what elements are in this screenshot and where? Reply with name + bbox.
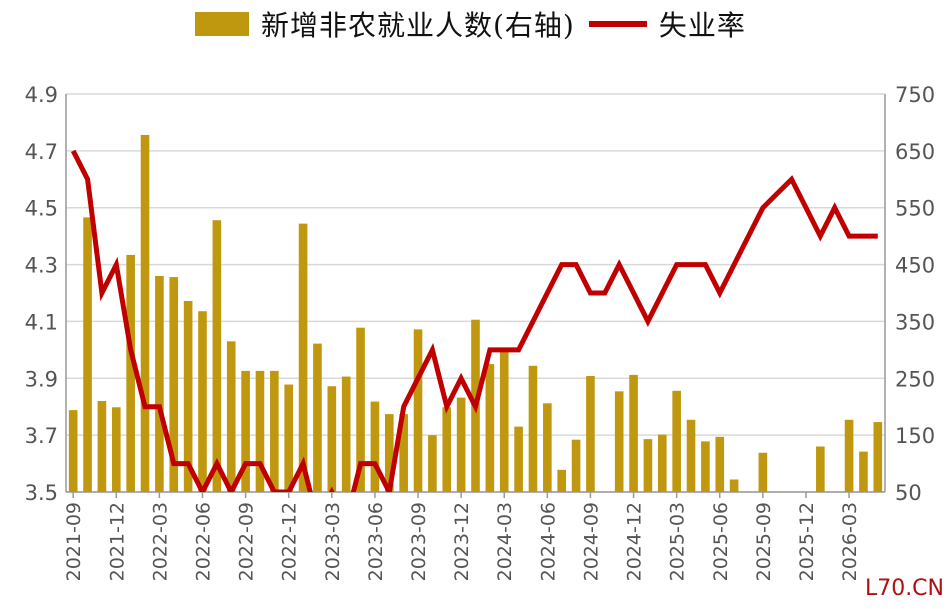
x-tick-label: 2022-09 bbox=[236, 502, 258, 581]
right-axis-tick-label: 150 bbox=[895, 424, 935, 448]
x-tick-label: 2025-09 bbox=[753, 502, 775, 581]
bar bbox=[384, 414, 394, 492]
bar bbox=[859, 451, 868, 492]
bar bbox=[356, 327, 365, 492]
legend-bar-swatch bbox=[195, 12, 249, 36]
x-tick-label: 2021-12 bbox=[106, 502, 128, 581]
bar bbox=[270, 370, 279, 492]
x-tick-label: 2024-12 bbox=[624, 502, 646, 581]
unemployment-line bbox=[70, 149, 878, 492]
bar bbox=[816, 446, 825, 492]
bar bbox=[485, 364, 495, 492]
bar bbox=[672, 390, 681, 492]
bar bbox=[155, 275, 164, 492]
x-tick-label: 2025-12 bbox=[796, 502, 818, 581]
bar bbox=[68, 410, 78, 492]
x-tick-label: 2024-06 bbox=[537, 502, 559, 581]
bar bbox=[629, 374, 638, 492]
x-tick-label: 2026-03 bbox=[839, 502, 861, 581]
bar bbox=[873, 422, 883, 492]
bar bbox=[514, 426, 523, 492]
left-axis-tick-label: 4.3 bbox=[25, 254, 58, 278]
right-axis-tick-label: 50 bbox=[895, 481, 922, 505]
legend-line-label: 失业率 bbox=[658, 9, 746, 42]
bar bbox=[715, 436, 725, 492]
legend-line-swatch bbox=[588, 21, 647, 27]
x-tick-label: 2023-12 bbox=[451, 502, 473, 581]
left-axis-tick-label: 3.7 bbox=[25, 424, 58, 448]
bar bbox=[686, 419, 696, 492]
bar bbox=[169, 277, 179, 492]
right-axis-tick-label: 750 bbox=[895, 83, 935, 107]
left-axis-tick-label: 4.1 bbox=[25, 310, 58, 334]
bar bbox=[140, 134, 150, 493]
bar bbox=[657, 434, 667, 492]
bar bbox=[413, 329, 423, 492]
x-tick-label: 2022-03 bbox=[149, 502, 171, 581]
bar bbox=[456, 397, 466, 492]
bar bbox=[255, 370, 265, 492]
x-tick-label: 2025-03 bbox=[667, 502, 689, 581]
right-axis-tick-label: 450 bbox=[895, 254, 935, 278]
bar bbox=[83, 217, 92, 492]
bar bbox=[284, 384, 294, 492]
bar bbox=[226, 341, 236, 492]
bar bbox=[571, 439, 581, 492]
bar bbox=[212, 220, 222, 493]
x-tick-label: 2023-09 bbox=[408, 502, 430, 581]
bar bbox=[543, 403, 552, 492]
left-axis-tick-label: 4.9 bbox=[25, 83, 58, 107]
bar bbox=[586, 376, 595, 492]
left-axis-tick-label: 4.5 bbox=[25, 197, 58, 221]
bar bbox=[499, 348, 509, 492]
bar bbox=[97, 401, 107, 492]
x-tick-label: 2022-12 bbox=[279, 502, 301, 581]
left-axis-tick-label: 3.9 bbox=[25, 367, 58, 391]
x-tick-label: 2023-03 bbox=[322, 502, 344, 581]
legend-bar-label: 新增非农就业人数(右轴) bbox=[261, 9, 575, 42]
bar bbox=[198, 311, 207, 492]
chart-legend: 新增非农就业人数(右轴) 失业率 bbox=[195, 4, 746, 44]
right-axis-tick-label: 250 bbox=[895, 367, 935, 391]
right-axis-tick-label: 650 bbox=[895, 140, 935, 164]
x-tick-label: 2022-06 bbox=[193, 502, 215, 581]
right-axis-tick-label: 550 bbox=[895, 197, 935, 221]
x-tick-label: 2023-06 bbox=[365, 502, 387, 581]
bar bbox=[399, 414, 408, 492]
bar bbox=[241, 370, 250, 492]
left-axis-tick-label: 3.5 bbox=[25, 481, 58, 505]
bar bbox=[298, 223, 308, 493]
bar bbox=[557, 469, 567, 492]
bar bbox=[313, 343, 322, 492]
x-tick-label: 2025-06 bbox=[710, 502, 732, 581]
left-axis-tick-label: 4.7 bbox=[25, 140, 58, 164]
bar bbox=[528, 365, 538, 492]
bar bbox=[428, 435, 437, 492]
bar bbox=[701, 441, 710, 492]
right-axis-tick-label: 350 bbox=[895, 310, 935, 334]
x-tick-label: 2024-09 bbox=[580, 502, 602, 581]
bar bbox=[126, 254, 135, 492]
bar bbox=[442, 407, 452, 492]
bar bbox=[341, 376, 351, 492]
x-tick-label: 2021-09 bbox=[63, 502, 85, 581]
bar bbox=[327, 386, 337, 492]
bar bbox=[370, 401, 380, 492]
bar bbox=[844, 419, 854, 492]
watermark: L70.CN bbox=[864, 576, 944, 601]
bar bbox=[111, 407, 121, 492]
bar bbox=[643, 439, 653, 492]
bar bbox=[729, 479, 739, 492]
bar bbox=[183, 300, 193, 492]
bar bbox=[758, 452, 768, 492]
bar bbox=[614, 391, 624, 492]
x-tick-label: 2024-03 bbox=[494, 502, 516, 581]
